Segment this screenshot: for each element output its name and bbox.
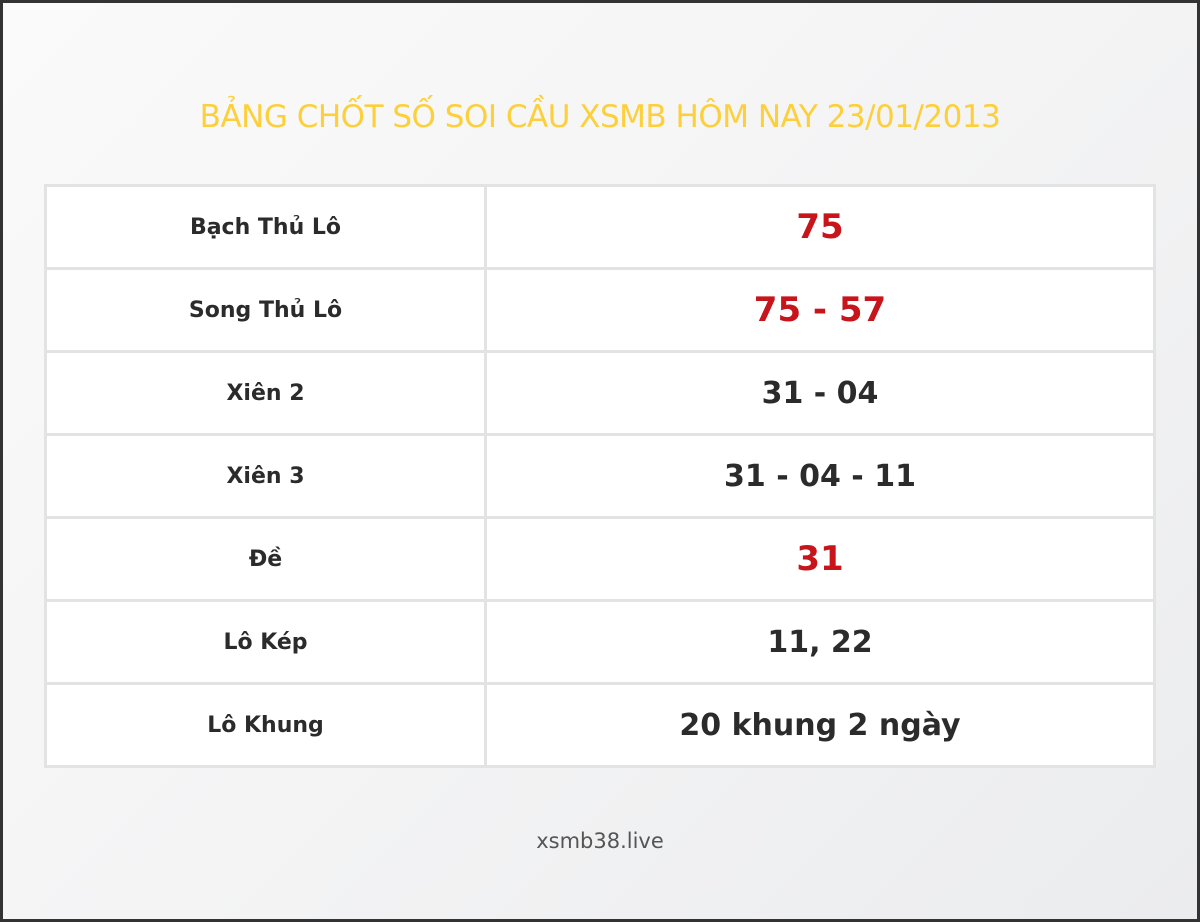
table-row: Bạch Thủ Lô 75 (44, 184, 1156, 270)
row-label: Xiên 3 (44, 433, 487, 519)
row-value: 11, 22 (484, 599, 1156, 685)
row-value: 31 - 04 - 11 (484, 433, 1156, 519)
row-label: Lô Khung (44, 682, 487, 768)
table-row: Lô Kép 11, 22 (44, 599, 1156, 685)
table-row: Xiên 2 31 - 04 (44, 350, 1156, 436)
row-label: Song Thủ Lô (44, 267, 487, 353)
row-value: 75 - 57 (484, 267, 1156, 353)
page-title: BẢNG CHỐT SỐ SOI CẦU XSMB HÔM NAY 23/01/… (199, 99, 1001, 135)
table-row: Xiên 3 31 - 04 - 11 (44, 433, 1156, 519)
row-label: Đề (44, 516, 487, 602)
row-label: Xiên 2 (44, 350, 487, 436)
table-row: Lô Khung 20 khung 2 ngày (44, 682, 1156, 768)
row-value: 75 (484, 184, 1156, 270)
prediction-table: Bạch Thủ Lô 75 Song Thủ Lô 75 - 57 Xiên … (44, 184, 1156, 768)
row-label: Lô Kép (44, 599, 487, 685)
table-row: Đề 31 (44, 516, 1156, 602)
row-value: 31 (484, 516, 1156, 602)
row-value: 20 khung 2 ngày (484, 682, 1156, 768)
row-label: Bạch Thủ Lô (44, 184, 487, 270)
table-row: Song Thủ Lô 75 - 57 (44, 267, 1156, 353)
row-value: 31 - 04 (484, 350, 1156, 436)
site-footer: xsmb38.live (536, 829, 664, 853)
